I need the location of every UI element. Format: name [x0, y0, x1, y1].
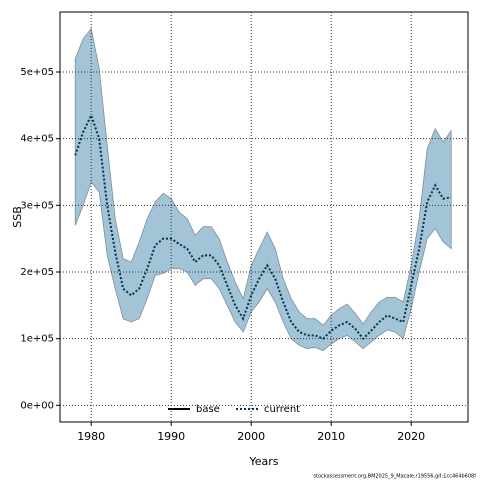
- footer: stockassessment.org,BM2025_9_Macale,r195…: [313, 474, 476, 480]
- legend-label: current: [264, 404, 300, 415]
- series-line: [74, 112, 452, 341]
- x-tick-label: 2010: [317, 430, 345, 443]
- y-tick-label: 1e+05: [20, 334, 54, 345]
- y-tick-label: 0e+00: [20, 400, 54, 411]
- y-axis-label: SSB: [11, 206, 24, 228]
- plot-frame: [59, 11, 469, 423]
- y-tick-label: 3e+05: [20, 200, 54, 211]
- y-tick-label: 5e+05: [20, 67, 54, 78]
- legend-label: base: [196, 404, 220, 415]
- y-tick-label: 4e+05: [20, 134, 54, 145]
- x-tick-label: 2020: [397, 430, 425, 443]
- x-tick-label: 1990: [157, 430, 185, 443]
- x-tick-label: 1980: [77, 430, 105, 443]
- y-tick-label: 2e+05: [20, 267, 54, 278]
- confidence-band: [74, 27, 452, 352]
- x-tick-label: 2000: [237, 430, 265, 443]
- x-axis-label: Years: [248, 455, 278, 468]
